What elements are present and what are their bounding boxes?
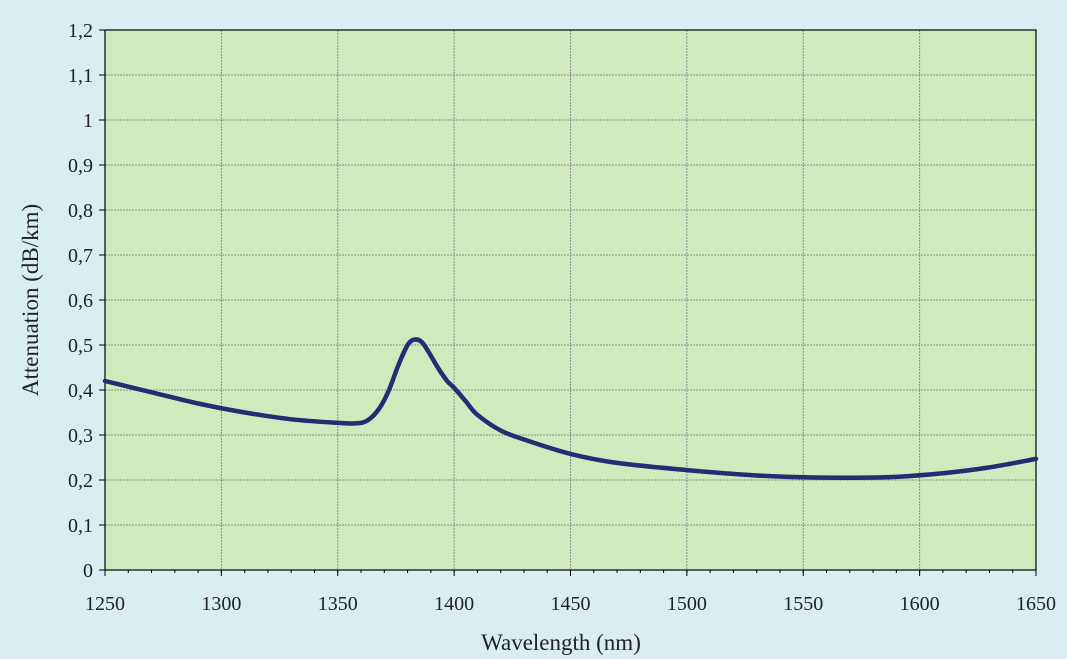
y-tick-label: 1,1 [68,65,93,87]
x-axis-label: Wavelength (nm) [481,630,641,655]
x-tick-label: 1250 [85,593,125,615]
y-tick-label: 0,8 [68,200,93,222]
axes [99,29,1037,576]
y-tick-label: 0 [83,560,93,582]
grid-lines [105,29,1036,570]
series-line [102,337,1039,481]
y-tick-labels: 0 0,1 0,2 0,3 0,4 0,5 0,6 0,7 0,8 0,9 1 1,1 1,2 [68,20,93,582]
x-tick-label: 1600 [900,593,940,615]
x-tick-label: 1400 [434,593,474,615]
y-tick-label: 0,2 [68,470,93,492]
y-tick-label: 0,7 [68,245,93,267]
x-tick-label: 1650 [1016,593,1056,615]
plot-border [104,29,1037,571]
y-tick-label: 0,3 [68,425,93,447]
y-tick-label: 0,6 [68,290,93,312]
y-tick-label: 0,4 [68,380,93,402]
y-axis-label: Attenuation (dB/km) [18,204,43,396]
y-tick-label: 1 [83,110,93,132]
x-tick-label: 1450 [551,593,591,615]
y-tick-label: 0,1 [68,515,93,537]
x-tick-label: 1550 [783,593,823,615]
x-tick-labels: 1250 1300 1350 1400 1450 1500 1550 1600 1650 [85,593,1056,615]
x-tick-label: 1300 [201,593,241,615]
y-tick-label: 0,9 [68,155,93,177]
y-tick-label: 1,2 [68,20,93,42]
x-tick-label: 1500 [667,593,707,615]
y-tick-label: 0,5 [68,335,93,357]
x-tick-label: 1350 [318,593,358,615]
